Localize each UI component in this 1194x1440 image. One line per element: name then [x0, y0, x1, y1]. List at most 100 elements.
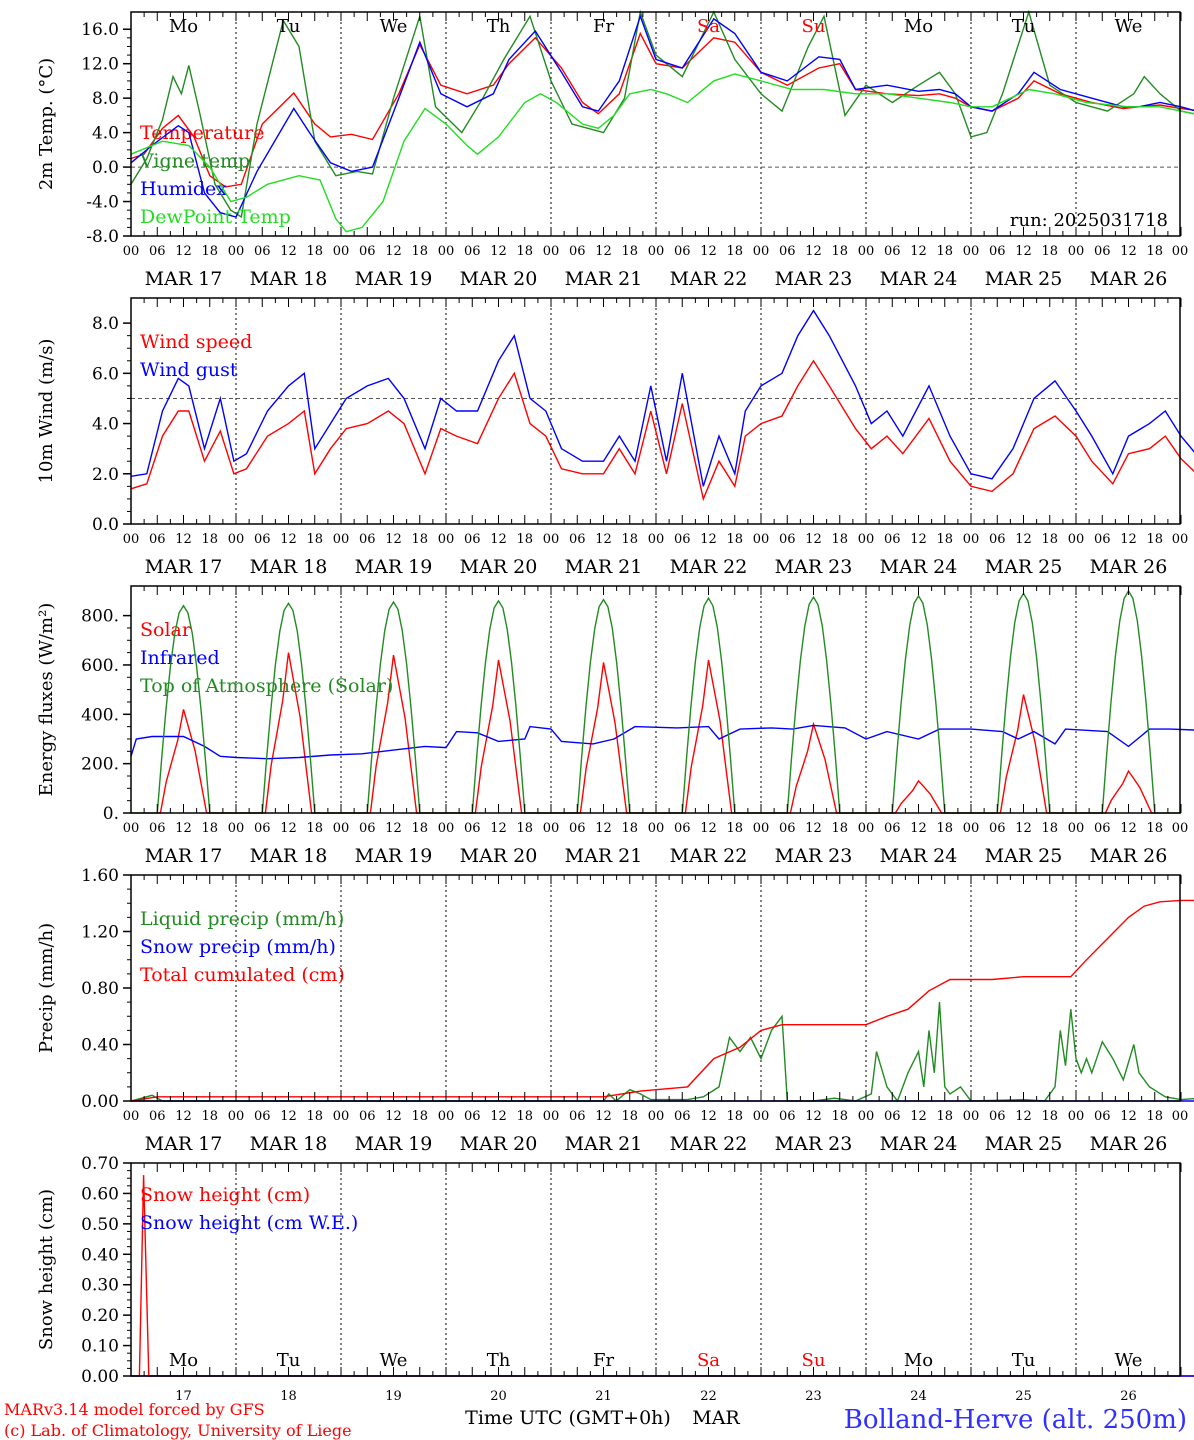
hour-label: 06 — [779, 1109, 796, 1124]
date-label: MAR 17 — [145, 556, 223, 578]
hour-label: 00 — [438, 532, 455, 547]
y-tick-label: -8.0 — [86, 227, 119, 247]
hour-label: 18 — [516, 532, 533, 547]
hour-label: 18 — [201, 1109, 218, 1124]
hour-label: 12 — [280, 244, 297, 259]
hour-label: 18 — [726, 532, 743, 547]
hour-label: 12 — [175, 532, 192, 547]
hour-label: 12 — [805, 244, 822, 259]
y-axis-label: Energy fluxes (W/m²) — [36, 603, 57, 797]
y-tick-label: 4.0 — [92, 415, 119, 435]
hour-label: 06 — [149, 244, 166, 259]
day-number: 24 — [910, 1389, 927, 1404]
model-credit: MARv3.14 model forced by GFS — [4, 1400, 265, 1419]
hour-label: 12 — [385, 1109, 402, 1124]
weekday-label: Th — [487, 1350, 511, 1371]
hour-label: 06 — [674, 1109, 691, 1124]
hour-label: 12 — [700, 532, 717, 547]
hour-label: 18 — [831, 244, 848, 259]
hour-label: 18 — [411, 1109, 428, 1124]
weekday-label: Th — [487, 16, 511, 37]
weekday-label: Su — [802, 16, 826, 37]
hour-label: 12 — [1015, 821, 1032, 836]
hour-label: 00 — [858, 1109, 875, 1124]
date-label: MAR 22 — [670, 268, 748, 290]
weekday-label: We — [1115, 16, 1143, 37]
hour-label: 06 — [989, 532, 1006, 547]
series-line-total-cumulated-cm- — [130, 899, 1194, 1102]
hour-label: 18 — [516, 244, 533, 259]
hour-label: 18 — [201, 244, 218, 259]
weekday-label: Mo — [169, 1350, 198, 1371]
hour-label: 12 — [910, 821, 927, 836]
y-axis-label: Snow height (cm) — [36, 1189, 57, 1350]
hour-label: 00 — [648, 532, 665, 547]
hour-label: 06 — [884, 1109, 901, 1124]
y-tick-label: 1.60 — [81, 866, 119, 886]
hour-label: 00 — [228, 821, 245, 836]
hour-label: 00 — [858, 821, 875, 836]
series-line-dewpoint-temp — [130, 73, 1194, 233]
y-tick-label: 0.30 — [81, 1276, 119, 1296]
weekday-label: Sa — [697, 1350, 720, 1371]
hour-label: 12 — [1120, 244, 1137, 259]
weekday-label: Fr — [593, 1350, 614, 1371]
hour-label: 00 — [438, 821, 455, 836]
date-label: MAR 18 — [250, 556, 328, 578]
series-line-temperature — [130, 31, 1194, 188]
hour-label: 00 — [123, 1109, 140, 1124]
series-line-infrared — [130, 724, 1194, 760]
hour-label: 00 — [1068, 821, 1085, 836]
date-label: MAR 23 — [775, 845, 853, 867]
hour-label: 12 — [910, 532, 927, 547]
hour-label: 12 — [490, 244, 507, 259]
day-number: 20 — [490, 1389, 507, 1404]
day-number: 22 — [700, 1389, 717, 1404]
hour-label: 18 — [306, 532, 323, 547]
y-tick-label: 0. — [103, 804, 119, 824]
weekday-label: Mo — [904, 1350, 933, 1371]
weekday-label: We — [380, 1350, 408, 1371]
hour-label: 06 — [359, 244, 376, 259]
date-label: MAR 21 — [565, 1133, 643, 1155]
hour-label: 00 — [438, 1109, 455, 1124]
run-annotation: run: 2025031718 — [1010, 210, 1168, 231]
date-label: MAR 23 — [775, 1133, 853, 1155]
hour-label: 06 — [359, 1109, 376, 1124]
hour-label: 18 — [306, 1109, 323, 1124]
hour-label: 18 — [936, 821, 953, 836]
hour-label: 18 — [516, 1109, 533, 1124]
hour-label: 12 — [700, 244, 717, 259]
hour-label: 12 — [595, 244, 612, 259]
hour-label: 12 — [385, 244, 402, 259]
hour-label: 12 — [1015, 532, 1032, 547]
date-label: MAR 18 — [250, 1133, 328, 1155]
hour-label: 18 — [201, 821, 218, 836]
hour-label: 18 — [621, 532, 638, 547]
date-label: MAR 19 — [355, 845, 433, 867]
legend-entry: Temperature — [140, 122, 264, 144]
y-tick-label: 0.40 — [81, 1245, 119, 1265]
hour-label: 18 — [621, 244, 638, 259]
hour-label: 06 — [464, 532, 481, 547]
hour-label: 06 — [359, 821, 376, 836]
panel-2: Wind speed Wind gust 0.0 2.0 4.0 6.0 8.0 10m Wi… — [36, 297, 1194, 578]
y-tick-label: 400. — [81, 705, 119, 725]
y-tick-label: 12.0 — [81, 55, 119, 75]
hour-label: 00 — [123, 244, 140, 259]
hour-label: 12 — [385, 532, 402, 547]
hour-label: 00 — [228, 1109, 245, 1124]
y-tick-label: 2.0 — [92, 465, 119, 485]
hour-label: 00 — [858, 244, 875, 259]
date-label: MAR 26 — [1090, 268, 1168, 290]
hour-label: 00 — [228, 244, 245, 259]
date-label: MAR 22 — [670, 845, 748, 867]
legend-entry: Top of Atmosphere (Solar) — [140, 675, 393, 697]
hour-label: 06 — [1094, 1109, 1111, 1124]
hour-label: 18 — [411, 244, 428, 259]
station-title: Bolland-Herve (alt. 250m) — [844, 1405, 1187, 1435]
weekday-label: Tu — [277, 1350, 301, 1371]
legend-entry: Infrared — [140, 647, 220, 669]
hour-label: 06 — [464, 1109, 481, 1124]
